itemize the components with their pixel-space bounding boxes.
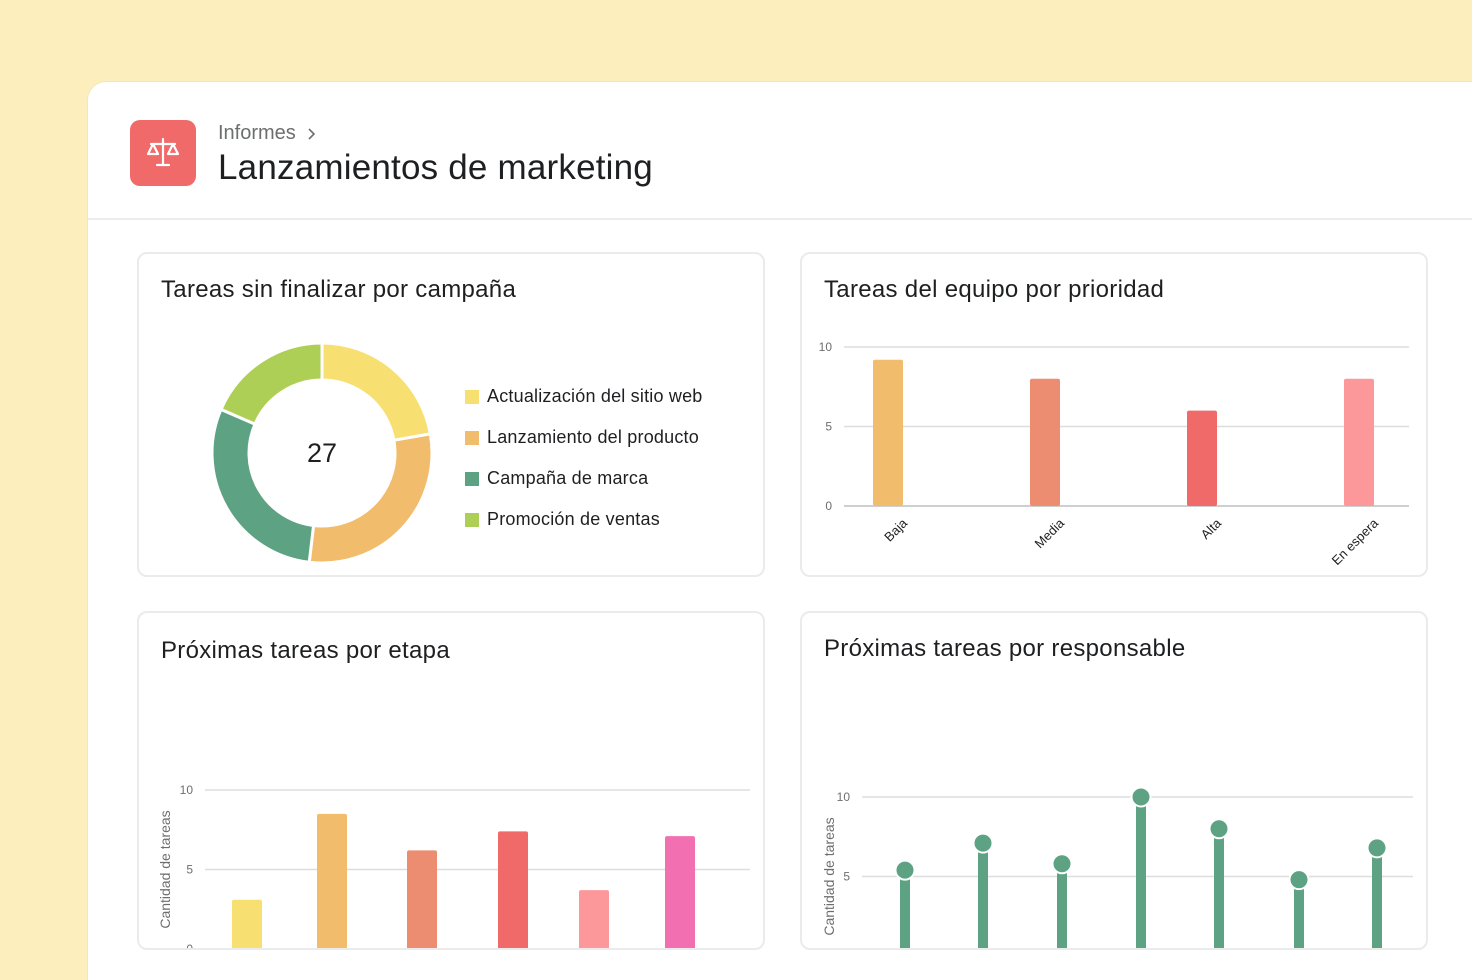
chart-legend: Actualización del sitio web Lanzamiento d… — [465, 376, 703, 540]
y-tick-label: 5 — [843, 870, 850, 884]
priority-bar-chart: 0 5 10 Baja Media Alta En espera — [819, 340, 1409, 568]
page-header: Informes Lanzamientos de marketing — [88, 82, 1472, 220]
y-tick-label: 10 — [837, 790, 851, 804]
report-window: Informes Lanzamientos de marketing Tarea… — [88, 82, 1472, 980]
card-title: Próximas tareas por responsable — [824, 635, 1186, 662]
bar[interactable] — [1344, 378, 1374, 506]
scales-icon — [146, 137, 180, 167]
bar[interactable] — [873, 359, 903, 506]
y-tick-label: 10 — [180, 783, 194, 797]
legend-swatch — [465, 512, 479, 527]
legend-swatch — [465, 430, 479, 445]
bar[interactable] — [665, 836, 695, 948]
legend-item[interactable]: Actualización del sitio web — [465, 376, 703, 417]
donut-chart: 27 — [210, 341, 434, 565]
card-title: Tareas del equipo por prioridad — [824, 276, 1165, 303]
stage-card[interactable]: Próximas tareas por etapa 0 5 10 Cantidad d… — [137, 611, 765, 950]
bar[interactable] — [579, 890, 609, 948]
project-icon — [130, 120, 196, 186]
chevron-right-icon — [308, 127, 315, 140]
lollipop-dot[interactable] — [1366, 837, 1388, 859]
lollipop-stem[interactable] — [978, 843, 988, 948]
y-tick-label: 5 — [825, 420, 832, 434]
campaign-card[interactable]: Tareas sin finalizar por campaña 27 Actu… — [137, 252, 765, 577]
breadcrumb[interactable]: Informes — [218, 122, 316, 145]
breadcrumb-link[interactable]: Informes — [218, 122, 296, 144]
bar[interactable] — [1030, 378, 1060, 506]
y-tick-label: 0 — [186, 942, 193, 948]
card-title: Tareas sin finalizar por campaña — [161, 276, 517, 303]
legend-label: Campaña de marca — [487, 468, 649, 488]
donut-slice[interactable] — [320, 341, 433, 443]
x-tick-label: Media — [1031, 515, 1067, 551]
legend-item[interactable]: Promoción de ventas — [465, 499, 703, 540]
lollipop-stem[interactable] — [1057, 863, 1067, 948]
y-tick-label: 0 — [825, 499, 832, 513]
priority-card[interactable]: Tareas del equipo por prioridad 0 5 10 Baja… — [800, 252, 1428, 577]
lollipop-dot[interactable] — [1208, 818, 1230, 840]
x-tick-label: En espera — [1329, 515, 1382, 568]
lollipop-stem[interactable] — [1372, 847, 1382, 948]
lollipop-stem[interactable] — [1294, 879, 1304, 948]
legend-item[interactable]: Campaña de marca — [465, 458, 703, 499]
lollipop-dot[interactable] — [972, 832, 994, 854]
legend-swatch — [465, 389, 479, 404]
y-tick-label: 10 — [819, 340, 833, 354]
donut-slice[interactable] — [210, 407, 316, 564]
lollipop-stem[interactable] — [1214, 828, 1224, 948]
card-title: Próximas tareas por etapa — [161, 637, 450, 664]
stage-bar-chart: 0510Cantidad de tareasRecepciónIdeaciónP… — [157, 783, 750, 948]
lollipop-stem[interactable] — [900, 870, 910, 948]
y-axis-label: Cantidad de tareas — [821, 817, 837, 935]
bar[interactable] — [232, 899, 262, 948]
assignee-card[interactable]: Próximas tareas por responsable 0510Cant… — [800, 611, 1428, 950]
legend-label: Actualización del sitio web — [487, 386, 703, 406]
x-tick-label: Baja — [881, 515, 911, 545]
y-tick-label: 5 — [186, 863, 193, 877]
lollipop-dot[interactable] — [894, 859, 916, 881]
donut-center-total: 27 — [307, 438, 337, 468]
x-tick-label: Alta — [1198, 515, 1225, 542]
legend-item[interactable]: Lanzamiento del producto — [465, 417, 703, 458]
lollipop-stem[interactable] — [1136, 797, 1146, 948]
bar[interactable] — [498, 831, 528, 948]
bar[interactable] — [407, 850, 437, 948]
legend-label: Lanzamiento del producto — [487, 427, 699, 447]
page-title: Lanzamientos de marketing — [218, 148, 653, 187]
lollipop-dot[interactable] — [1130, 786, 1152, 808]
y-axis-label: Cantidad de tareas — [157, 810, 173, 928]
bar[interactable] — [1187, 410, 1217, 506]
legend-swatch — [465, 471, 479, 486]
donut-slice[interactable] — [219, 341, 324, 427]
bar[interactable] — [317, 813, 347, 948]
lollipop-dot[interactable] — [1288, 869, 1310, 891]
lollipop-dot[interactable] — [1051, 853, 1073, 875]
assignee-lollipop-chart: 0510Cantidad de tareas — [821, 786, 1413, 948]
legend-label: Promoción de ventas — [487, 509, 660, 529]
